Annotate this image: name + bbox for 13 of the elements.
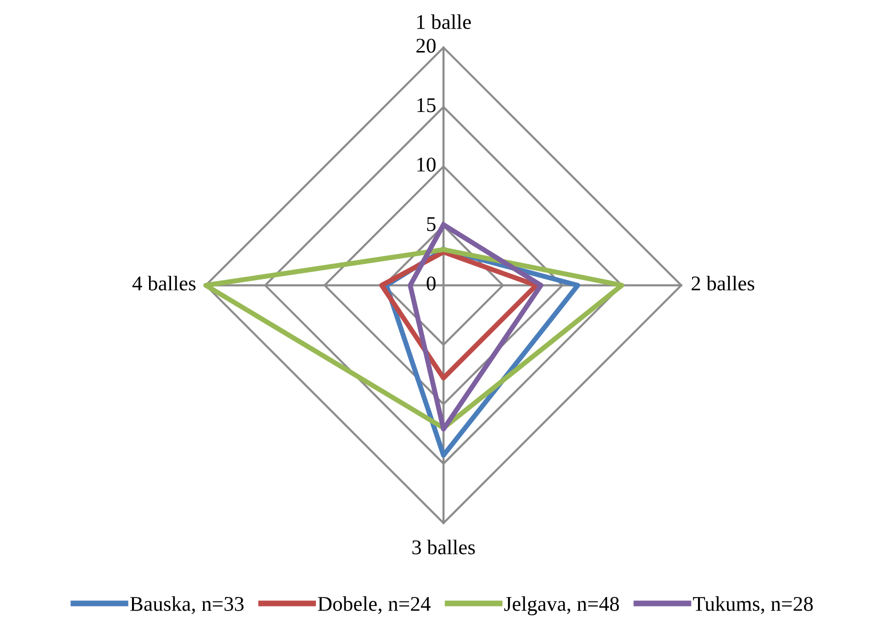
legend-label: Dobele, n=24 bbox=[318, 596, 431, 614]
spoke-label: 4 balles bbox=[132, 276, 196, 291]
y-tick-label: 5 bbox=[427, 217, 436, 232]
legend-label: Tukums, n=28 bbox=[693, 596, 813, 614]
legend-label: Jelgava, n=48 bbox=[504, 596, 619, 616]
spoke-label: 1 balle bbox=[417, 14, 471, 30]
y-tick-label: 10 bbox=[417, 158, 436, 172]
y-tick-label: 0 bbox=[426, 276, 436, 291]
spoke-label: 3 balles bbox=[412, 540, 475, 554]
legend-label: Bauska, n=33 bbox=[130, 596, 244, 614]
y-tick-label: 20 bbox=[416, 38, 436, 53]
spoke-label: 2 balles bbox=[692, 276, 754, 291]
y-tick-label: 15 bbox=[417, 98, 436, 112]
